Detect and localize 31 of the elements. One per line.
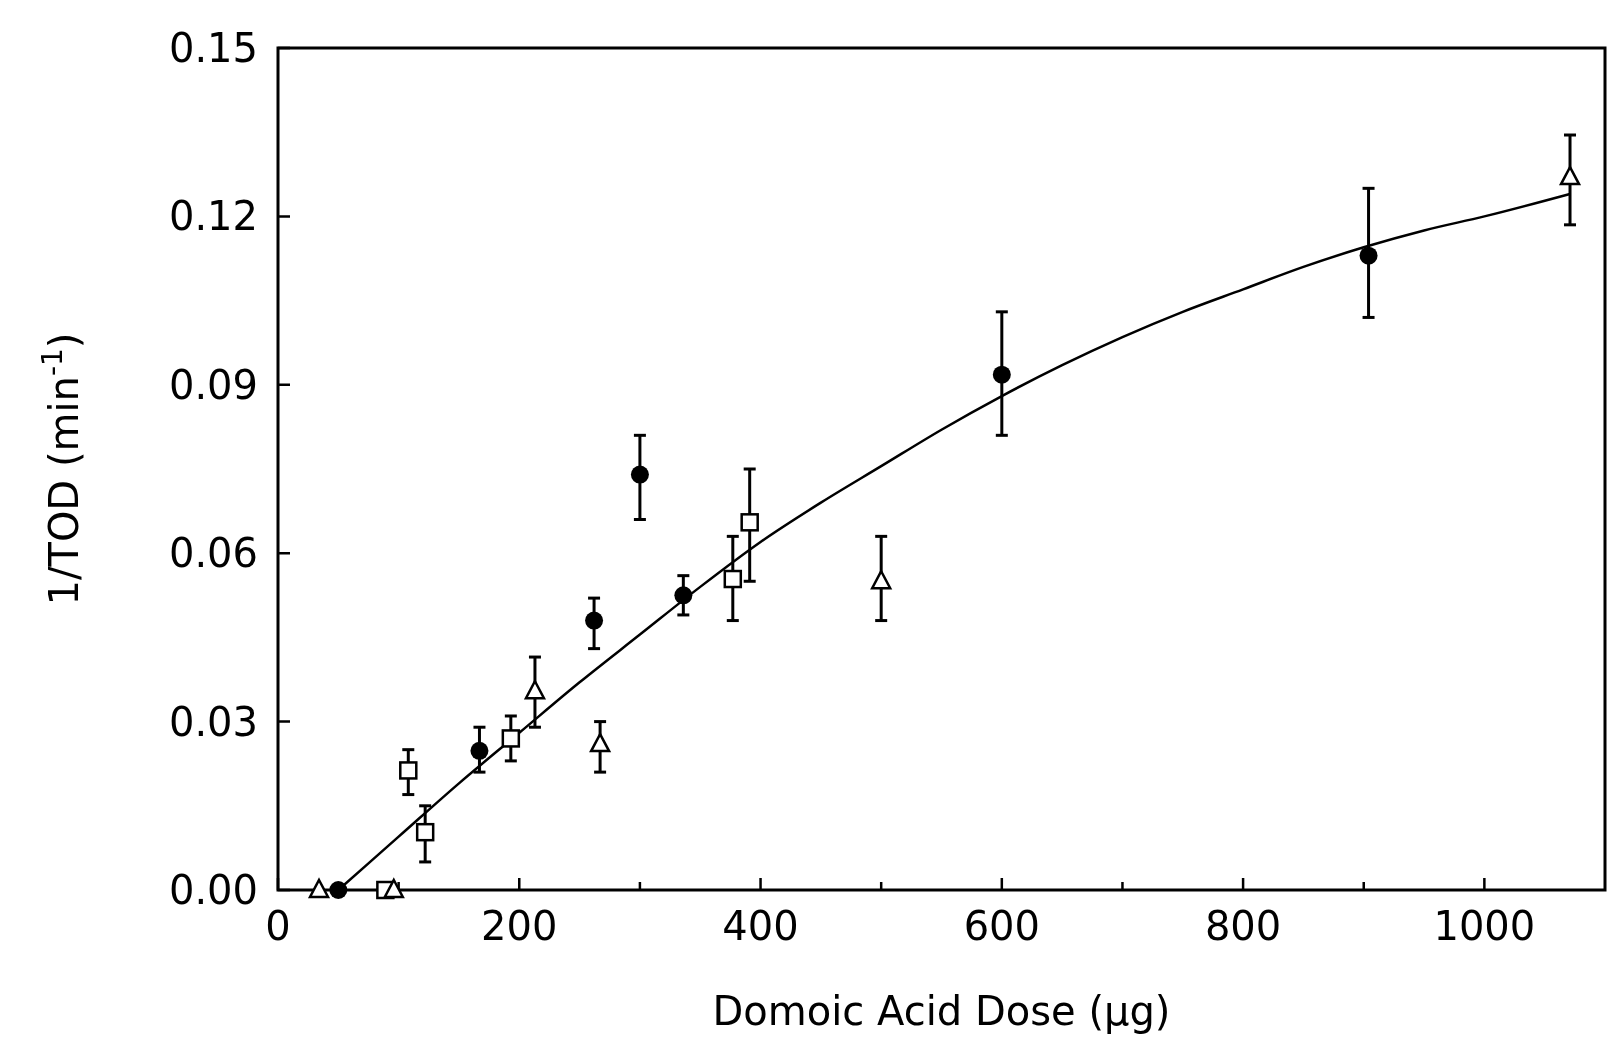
point	[585, 611, 604, 630]
point	[329, 881, 348, 899]
y-tick-label: 0.12	[168, 193, 258, 240]
x-tick-label: 0	[265, 903, 291, 949]
point	[308, 878, 330, 899]
point	[630, 465, 649, 484]
point	[1359, 246, 1378, 265]
point	[399, 761, 418, 780]
y-tick-label: 0.03	[168, 698, 258, 745]
point	[1559, 165, 1581, 186]
x-tick-label: 1000	[1433, 903, 1536, 949]
point	[674, 586, 693, 605]
y-tick-label: 0.00	[168, 867, 258, 913]
x-tick-label: 200	[481, 903, 558, 949]
point	[383, 878, 405, 899]
y-tick-label: 0.06	[168, 530, 258, 577]
point	[589, 732, 611, 753]
x-tick-label: 600	[963, 903, 1040, 949]
x-axis-title: Domoic Acid Dose (μg)	[712, 988, 1171, 1034]
point	[740, 513, 759, 532]
point	[992, 365, 1011, 384]
point	[415, 822, 435, 842]
point	[501, 729, 521, 748]
y-tick-label: 0.09	[168, 361, 258, 408]
point	[723, 569, 743, 589]
y-tick-label: 0.15	[168, 25, 258, 71]
point	[870, 570, 892, 590]
x-tick-label: 400	[722, 903, 799, 949]
x-tick-label: 800	[1204, 903, 1282, 949]
point	[470, 741, 489, 760]
point	[524, 680, 546, 700]
